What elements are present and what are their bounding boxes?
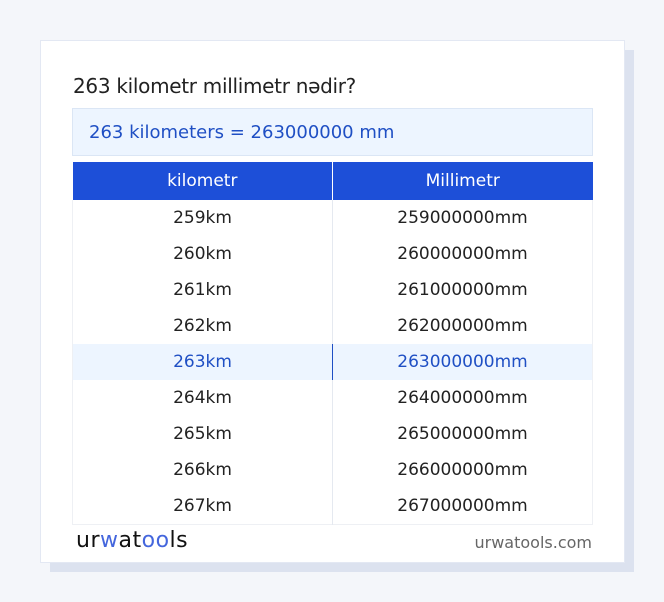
millimetr-cell: 265000000mm — [397, 424, 528, 444]
kilometr-cell: 266km — [72, 452, 333, 488]
kilometr-cell: 264km — [72, 380, 333, 416]
table-row: 262km 262000000mm — [72, 308, 593, 344]
millimetr-cell: 260000000mm — [397, 244, 528, 264]
kilometr-cell: 259km — [72, 200, 333, 236]
table-row: 263km 263000000mm — [72, 344, 593, 380]
table-row: 265km 265000000mm — [72, 416, 593, 452]
header-millimetr: Millimetr — [332, 162, 593, 200]
result-box: 263 kilometers = 263000000 mm — [72, 108, 593, 156]
kilometr-cell: 260km — [72, 236, 333, 272]
table-row: 264km 264000000mm — [72, 380, 593, 416]
table-row: 259km 259000000mm — [72, 200, 593, 236]
kilometr-cell: 262km — [72, 308, 333, 344]
millimetr-cell: 262000000mm — [397, 316, 528, 336]
millimetr-cell: 264000000mm — [397, 388, 528, 408]
table-row: 266km 266000000mm — [72, 452, 593, 488]
kilometr-cell: 261km — [72, 272, 333, 308]
table-row: 267km 267000000mm — [72, 488, 593, 525]
kilometr-cell: 263km — [72, 344, 333, 380]
table-row: 260km 260000000mm — [72, 236, 593, 272]
table-row: 261km 261000000mm — [72, 272, 593, 308]
urwatools-logo: urwatools — [76, 528, 189, 553]
page-title: 263 kilometr millimetr nədir? — [73, 74, 356, 98]
converter-card: 263 kilometr millimetr nədir? 263 kilome… — [40, 40, 625, 563]
millimetr-cell: 259000000mm — [397, 208, 528, 228]
site-link[interactable]: urwatools.com — [474, 533, 593, 552]
header-kilometr: kilometr — [72, 162, 333, 200]
kilometr-cell: 267km — [72, 488, 333, 525]
millimetr-cell: 266000000mm — [397, 460, 528, 480]
conversion-table: kilometr Millimetr 259km 259000000mm 260km… — [72, 162, 593, 525]
kilometr-cell: 265km — [72, 416, 333, 452]
millimetr-cell: 267000000mm — [397, 496, 528, 516]
millimetr-cell: 261000000mm — [397, 280, 528, 300]
millimetr-cell: 263000000mm — [332, 344, 593, 380]
